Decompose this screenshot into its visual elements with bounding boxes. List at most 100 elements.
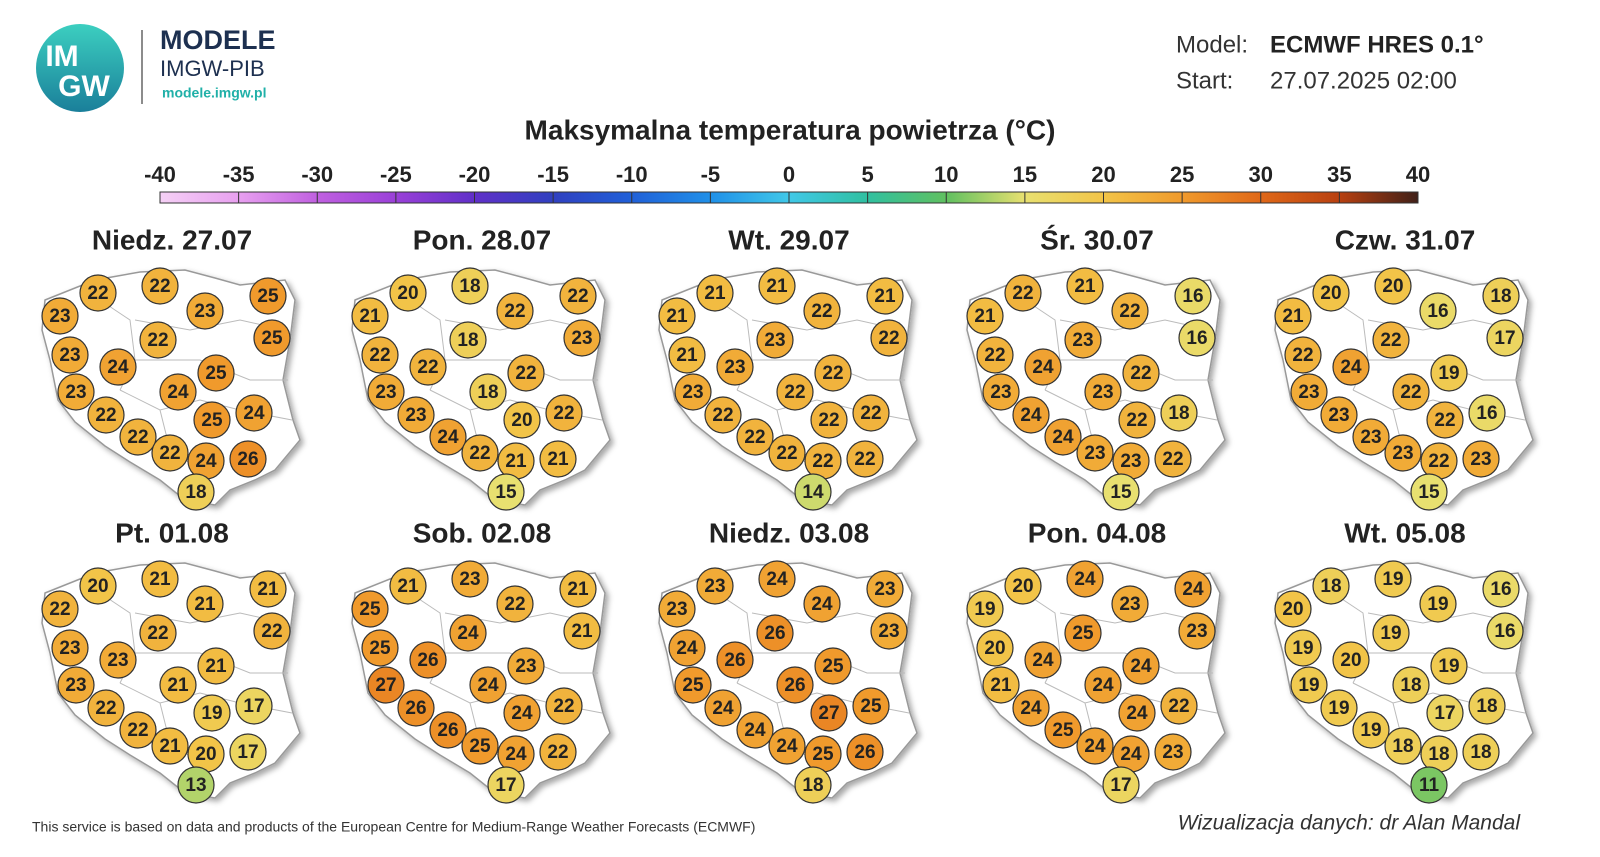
temperature-label: 22: [504, 301, 525, 322]
temperature-label: 23: [764, 330, 785, 351]
temperature-marker: [1111, 585, 1149, 623]
chart-title: Maksymalna temperatura powietrza (°C): [525, 114, 1056, 145]
temperature-label: 18: [1392, 736, 1413, 757]
temperature-label: 22: [49, 599, 70, 620]
temperature-label: 22: [822, 363, 843, 384]
temperature-label: 22: [95, 405, 116, 426]
temperature-marker: [79, 567, 117, 605]
temperature-marker: [716, 641, 754, 679]
temperature-label: 19: [1292, 638, 1313, 659]
temperature-label: 23: [571, 328, 592, 349]
temperature-marker: [1102, 766, 1140, 804]
temperature-marker: [1044, 711, 1082, 749]
temperature-marker: [1372, 321, 1410, 359]
colorbar-tick-label: -20: [459, 162, 491, 187]
temperature-label: 19: [1382, 569, 1403, 590]
temperature-label: 23: [65, 382, 86, 403]
temperature-marker: [361, 629, 399, 667]
temperature-marker: [1076, 727, 1114, 765]
temperature-label: 19: [1360, 720, 1381, 741]
colorbar-tick-label: 10: [934, 162, 958, 187]
temperature-marker: [982, 666, 1020, 704]
temperature-marker: [1122, 354, 1160, 392]
temperature-marker: [1374, 267, 1412, 305]
temperature-label: 23: [107, 650, 128, 671]
temperature-label: 21: [666, 306, 688, 327]
panel-title: Pon. 04.08: [1028, 517, 1167, 548]
temperature-label: 23: [49, 306, 70, 327]
panel-title: Niedz. 27.07: [92, 224, 252, 255]
temperature-label: 23: [704, 576, 725, 597]
temperature-label: 19: [1427, 594, 1448, 615]
temperature-label: 23: [1120, 451, 1141, 472]
temperature-marker: [1122, 647, 1160, 685]
temperature-label: 25: [257, 286, 279, 307]
temperature-marker: [559, 277, 597, 315]
temperature-marker: [79, 274, 117, 312]
temperature-label: 24: [1020, 698, 1042, 719]
temperature-marker: [1332, 641, 1370, 679]
temperature-label: 22: [547, 742, 568, 763]
temperature-label: 23: [375, 382, 396, 403]
temperature-marker: [429, 418, 467, 456]
temperature-label: 18: [185, 482, 206, 503]
temperature-marker: [1320, 689, 1358, 727]
temperature-label: 24: [107, 357, 129, 378]
temperature-label: 23: [1092, 382, 1113, 403]
temperature-label: 23: [1072, 330, 1093, 351]
temperature-label: 26: [417, 650, 438, 671]
temperature-marker: [449, 321, 487, 359]
temperature-label: 19: [974, 599, 995, 620]
temperature-label: 16: [1427, 301, 1448, 322]
temperature-label: 24: [766, 569, 788, 590]
temperature-marker: [776, 666, 814, 704]
org: IMGW-PIB: [160, 56, 265, 81]
footer-source: This service is based on data and produc…: [32, 819, 755, 835]
temperature-marker: [1274, 590, 1312, 628]
temperature-label: 22: [159, 443, 180, 464]
map-panel: Pon. 28.07 21 20 18 22 22 23 22 18 22 22 23 18 23 20 22…: [351, 224, 611, 511]
temperature-marker: [736, 711, 774, 749]
temperature-label: 24: [1092, 675, 1114, 696]
temperature-marker: [177, 473, 215, 511]
temperature-label: 23: [1298, 382, 1319, 403]
temperature-marker: [57, 373, 95, 411]
temperature-marker: [539, 440, 577, 478]
temperature-marker: [1320, 396, 1358, 434]
temperature-label: 22: [515, 363, 536, 384]
map-panel: Śr. 30.07 21 22 21 22 16 16 22 23 24 22 23 23 24 22 18 2…: [966, 224, 1226, 511]
temperature-label: 19: [1298, 675, 1319, 696]
colorbar-tick-label: 20: [1091, 162, 1115, 187]
temperature-label: 25: [812, 744, 834, 765]
temperature-label: 21: [359, 306, 381, 327]
temperature-marker: [1012, 689, 1050, 727]
colorbar-tick-label: -35: [223, 162, 255, 187]
temperature-label: 23: [59, 345, 80, 366]
temperature-label: 18: [457, 330, 478, 351]
temperature-label: 17: [237, 742, 258, 763]
temperature-marker: [1384, 434, 1422, 472]
temperature-label: 20: [984, 638, 1005, 659]
temperature-label: 25: [822, 656, 844, 677]
temperature-label: 22: [1119, 301, 1140, 322]
map-panel: Niedz. 27.07 23 22 22 23 25 25 23 22 24 25 23 24 22 25…: [41, 224, 301, 511]
temperature-label: 21: [766, 276, 788, 297]
model-value: ECMWF HRES 0.1°: [1270, 31, 1484, 58]
temperature-label: 15: [1418, 482, 1440, 503]
start-label: Start:: [1176, 67, 1233, 94]
temperature-label: 19: [1380, 623, 1401, 644]
temperature-label: 22: [147, 330, 168, 351]
temperature-marker: [186, 585, 224, 623]
temperature-marker: [810, 694, 848, 732]
temperature-label: 21: [505, 451, 527, 472]
brand: MODELE: [160, 25, 276, 55]
temperature-marker: [503, 694, 541, 732]
temperature-marker: [1118, 694, 1156, 732]
temperature-marker: [758, 560, 796, 598]
temperature-label: 24: [1340, 357, 1362, 378]
temperature-marker: [563, 319, 601, 357]
temperature-marker: [696, 567, 734, 605]
temperature-label: 22: [1126, 410, 1147, 431]
temperature-label: 16: [1186, 328, 1207, 349]
temperature-label: 26: [437, 720, 458, 741]
